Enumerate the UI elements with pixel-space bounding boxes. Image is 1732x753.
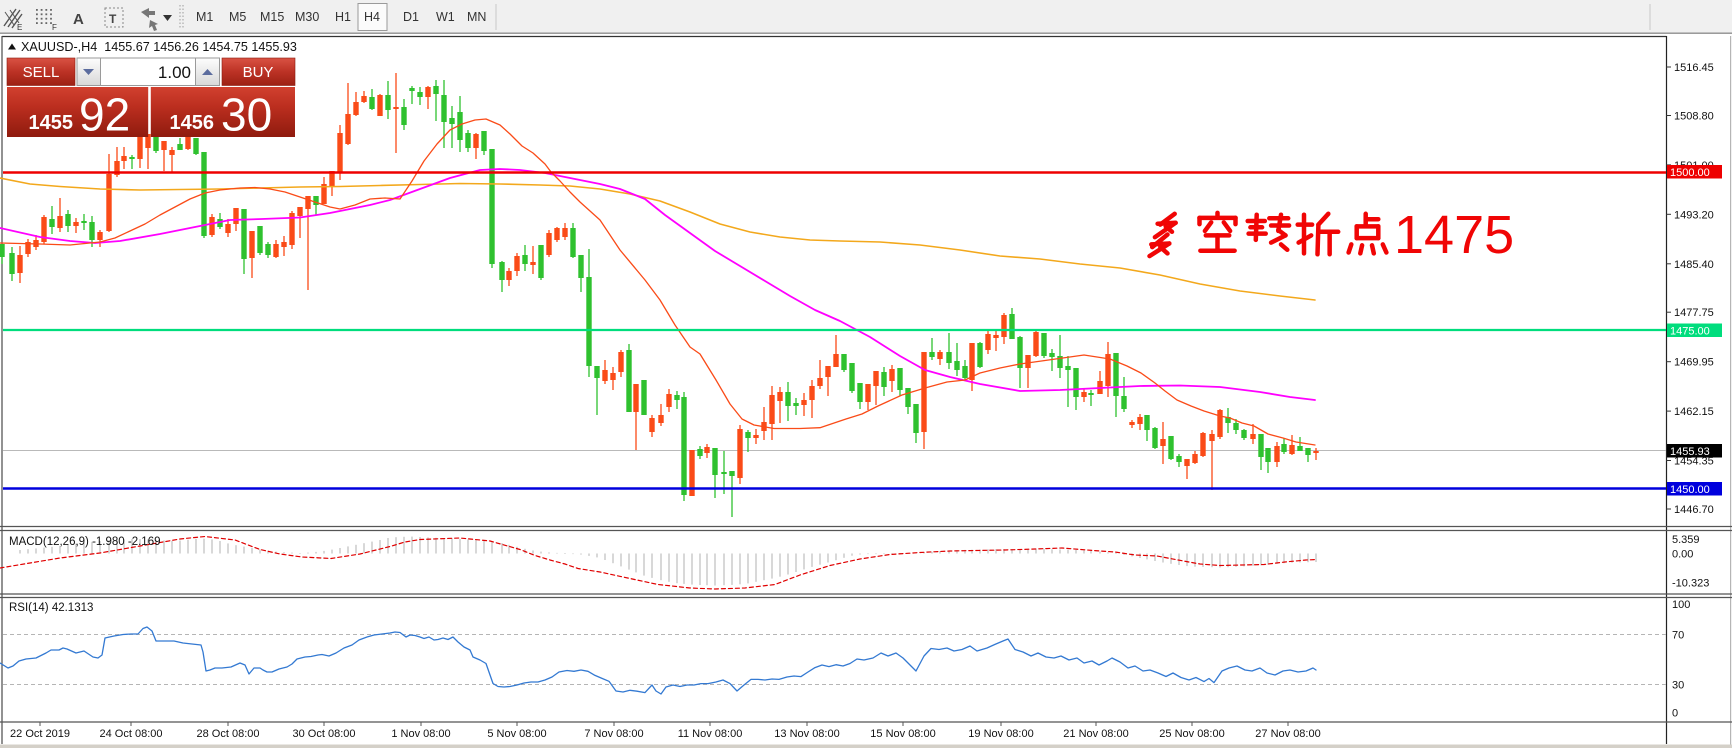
- svg-text:D1: D1: [403, 10, 419, 24]
- svg-text:92: 92: [79, 89, 130, 141]
- svg-text:-10.323: -10.323: [1672, 578, 1709, 590]
- svg-text:F: F: [52, 23, 57, 32]
- svg-text:1477.75: 1477.75: [1674, 307, 1714, 319]
- svg-text:MACD(12,26,9) -1.980 -2.169: MACD(12,26,9) -1.980 -2.169: [9, 536, 161, 548]
- svg-text:28 Oct 08:00: 28 Oct 08:00: [197, 728, 260, 740]
- svg-text:1.00: 1.00: [158, 63, 191, 82]
- svg-text:13 Nov 08:00: 13 Nov 08:00: [774, 728, 839, 740]
- svg-text:1 Nov 08:00: 1 Nov 08:00: [391, 728, 450, 740]
- svg-text:30: 30: [1672, 680, 1684, 692]
- svg-text:M5: M5: [229, 10, 246, 24]
- svg-text:15 Nov 08:00: 15 Nov 08:00: [870, 728, 935, 740]
- svg-text:BUY: BUY: [243, 64, 274, 81]
- svg-text:1455: 1455: [29, 112, 74, 134]
- svg-text:A: A: [73, 11, 84, 28]
- svg-text:24 Oct 08:00: 24 Oct 08:00: [100, 728, 163, 740]
- svg-text:1516.45: 1516.45: [1674, 62, 1714, 74]
- svg-text:1475.00: 1475.00: [1670, 326, 1710, 338]
- svg-text:7 Nov 08:00: 7 Nov 08:00: [584, 728, 643, 740]
- svg-text:1454.35: 1454.35: [1674, 456, 1714, 468]
- svg-text:1475: 1475: [1394, 205, 1514, 265]
- svg-text:30: 30: [221, 89, 272, 141]
- svg-text:5.359: 5.359: [1672, 534, 1700, 546]
- svg-text:25 Nov 08:00: 25 Nov 08:00: [1159, 728, 1224, 740]
- svg-text:T: T: [109, 12, 117, 26]
- svg-text:1500.00: 1500.00: [1670, 167, 1710, 179]
- svg-text:1485.40: 1485.40: [1674, 259, 1714, 271]
- svg-text:5 Nov 08:00: 5 Nov 08:00: [487, 728, 546, 740]
- svg-text:19 Nov 08:00: 19 Nov 08:00: [968, 728, 1033, 740]
- svg-text:1493.20: 1493.20: [1674, 209, 1714, 221]
- svg-text:27 Nov 08:00: 27 Nov 08:00: [1255, 728, 1320, 740]
- svg-text:21 Nov 08:00: 21 Nov 08:00: [1063, 728, 1128, 740]
- svg-text:M30: M30: [295, 10, 319, 24]
- svg-text:M15: M15: [260, 10, 284, 24]
- svg-text:22 Oct 2019: 22 Oct 2019: [10, 728, 70, 740]
- svg-text:11 Nov 08:00: 11 Nov 08:00: [678, 728, 743, 740]
- svg-text:M1: M1: [196, 10, 213, 24]
- svg-text:MN: MN: [467, 10, 486, 24]
- svg-text:XAUUSD-,H4 1455.67 1456.26 14: XAUUSD-,H4 1455.67 1456.26 1454.75 1455.…: [21, 40, 297, 54]
- svg-text:1456: 1456: [170, 112, 215, 134]
- svg-text:0: 0: [1672, 708, 1678, 720]
- svg-text:30 Oct 08:00: 30 Oct 08:00: [293, 728, 356, 740]
- svg-text:W1: W1: [436, 10, 455, 24]
- svg-text:H1: H1: [335, 10, 351, 24]
- svg-text:100: 100: [1672, 599, 1690, 611]
- svg-text:1462.15: 1462.15: [1674, 406, 1714, 418]
- svg-text:1469.95: 1469.95: [1674, 357, 1714, 369]
- svg-text:1446.70: 1446.70: [1674, 504, 1714, 516]
- svg-text:70: 70: [1672, 630, 1684, 642]
- svg-text:0.00: 0.00: [1672, 549, 1693, 561]
- svg-text:H4: H4: [364, 10, 380, 24]
- svg-text:1450.00: 1450.00: [1670, 484, 1710, 496]
- svg-text:RSI(14) 42.1313: RSI(14) 42.1313: [9, 602, 93, 614]
- svg-text:E: E: [17, 23, 22, 32]
- svg-text:1508.80: 1508.80: [1674, 111, 1714, 123]
- svg-text:1455.93: 1455.93: [1670, 446, 1710, 458]
- svg-text:SELL: SELL: [23, 64, 60, 81]
